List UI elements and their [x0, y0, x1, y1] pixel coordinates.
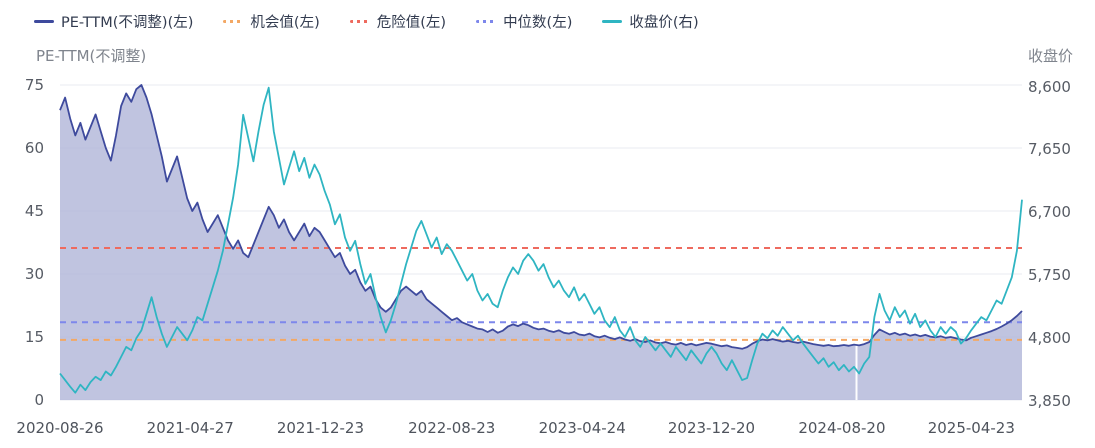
right-ytick: 8,600	[1028, 78, 1071, 96]
left-ytick: 0	[34, 391, 44, 409]
x-tick: 2023-04-24	[538, 419, 626, 437]
right-ytick: 3,850	[1028, 392, 1071, 410]
close-price-line	[59, 86, 1023, 394]
legend-item-close-price[interactable]: 收盘价(右)	[602, 11, 699, 32]
left-ytick: 45	[24, 202, 44, 220]
legend-label: PE-TTM(不调整)(左)	[61, 15, 194, 31]
x-tick: 2024-08-20	[798, 419, 886, 437]
pe-line-swatch-icon	[34, 20, 54, 23]
opportunity-dotted-swatch-icon	[223, 20, 244, 23]
chart-legend: PE-TTM(不调整)(左) 机会值(左) 危险值(左) 中位数(左) 收盘价(…	[34, 11, 699, 32]
danger-dotted-swatch-icon	[349, 20, 370, 23]
right-ytick: 7,650	[1028, 140, 1071, 158]
x-tick: 2021-12-23	[276, 419, 364, 437]
left-ytick: 75	[24, 76, 44, 94]
x-tick: 2020-08-26	[16, 419, 104, 437]
median-dotted-swatch-icon	[476, 20, 497, 23]
right-axis-title: 收盘价	[1028, 47, 1074, 65]
left-ytick: 30	[24, 265, 44, 283]
legend-label: 危险值(左)	[376, 15, 447, 31]
legend-item-danger[interactable]: 危险值(左)	[349, 11, 447, 32]
pe-area-fill	[60, 85, 1022, 400]
legend-item-median[interactable]: 中位数(左)	[476, 11, 572, 32]
left-axis-title: PE-TTM(不调整)	[36, 47, 147, 65]
left-ytick: 15	[24, 328, 44, 346]
legend-item-pe-ttm[interactable]: PE-TTM(不调整)(左)	[34, 11, 193, 32]
x-tick: 2022-08-23	[408, 419, 496, 437]
legend-label: 机会值(左)	[250, 15, 320, 31]
legend-item-opportunity[interactable]: 机会值(左)	[223, 11, 320, 32]
right-ytick: 5,750	[1028, 266, 1071, 284]
left-ytick: 60	[24, 139, 44, 157]
right-ytick: 4,800	[1028, 329, 1071, 347]
x-tick: 2023-12-20	[667, 419, 756, 437]
close-line-swatch-icon	[602, 20, 623, 23]
x-tick: 2025-04-23	[927, 419, 1015, 437]
legend-label: 收盘价(右)	[629, 15, 699, 31]
right-ytick: 6,700	[1028, 203, 1071, 221]
pe-ttm-line	[59, 84, 1023, 350]
x-tick: 2021-04-27	[146, 419, 234, 437]
legend-label: 中位数(左)	[503, 15, 573, 31]
